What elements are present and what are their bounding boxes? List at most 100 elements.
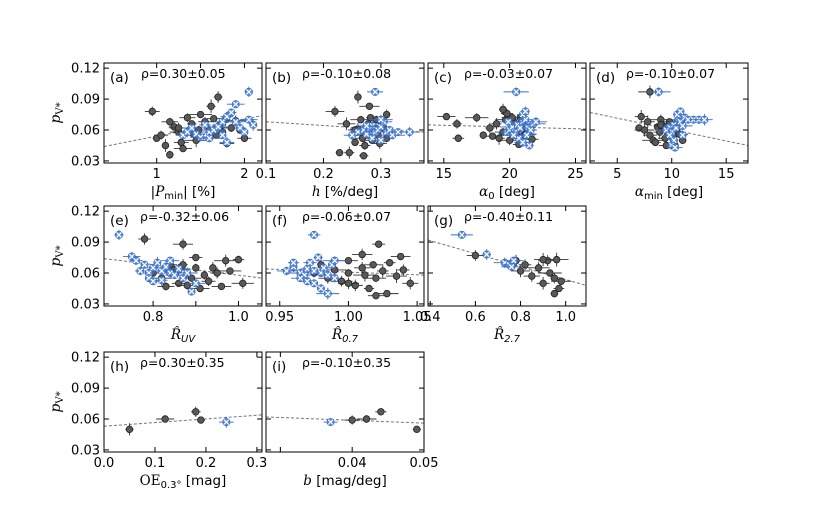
xtick-label: 0.1 xyxy=(256,167,277,182)
marker-dark xyxy=(348,416,356,424)
xtick-label: 0.3 xyxy=(371,167,392,182)
data-point xyxy=(553,284,565,293)
ytick-label: 0.06 xyxy=(71,267,100,282)
data-point-blue xyxy=(683,115,693,124)
marker-blue-cross xyxy=(505,118,512,125)
data-point-blue xyxy=(501,262,522,271)
x-axis-label: R̂UV xyxy=(170,327,196,345)
marker-dark xyxy=(162,282,170,291)
marker-dark xyxy=(161,141,170,150)
data-point xyxy=(166,150,174,159)
marker-dark xyxy=(442,112,451,121)
x-axis-label: h [%/deg] xyxy=(312,184,378,200)
data-point xyxy=(518,259,532,271)
marker-dark xyxy=(492,120,501,128)
data-point xyxy=(337,117,356,131)
marker-dark xyxy=(637,112,645,121)
marker-dark xyxy=(200,271,209,279)
marker-dark xyxy=(358,264,366,272)
data-point xyxy=(466,250,485,261)
data-point xyxy=(214,254,238,267)
data-point-blue xyxy=(287,258,299,267)
marker-blue-cross xyxy=(133,257,139,264)
data-point-blue xyxy=(114,229,124,241)
data-point-blue xyxy=(220,112,234,121)
data-point-blue xyxy=(153,256,162,269)
data-point-blue xyxy=(482,249,491,260)
marker-dark xyxy=(555,284,563,293)
x-axis-label: R̂0.7 xyxy=(331,327,359,345)
data-point xyxy=(397,264,410,276)
marker-dark xyxy=(335,148,344,157)
marker-blue-cross xyxy=(679,123,686,129)
marker-blue-cross xyxy=(325,290,331,297)
axes-frame xyxy=(265,62,425,164)
data-point xyxy=(551,277,572,285)
data-point xyxy=(353,268,377,282)
marker-dark xyxy=(222,256,230,265)
data-point-blue xyxy=(199,119,211,130)
data-point xyxy=(188,110,213,119)
xtick-label: 0.05 xyxy=(410,456,439,471)
marker-dark xyxy=(377,408,385,416)
marker-blue-cross xyxy=(523,132,530,138)
ytick-label: 0.09 xyxy=(71,236,100,251)
correlation-label: ρ=-0.10±0.07 xyxy=(626,66,715,81)
marker-dark xyxy=(473,113,481,122)
data-point-blue xyxy=(226,108,237,117)
marker-dark xyxy=(214,93,222,101)
marker-dark xyxy=(357,116,365,124)
marker-dark xyxy=(521,261,529,269)
xtick-label: 1 xyxy=(153,167,161,182)
marker-blue-cross xyxy=(246,116,252,123)
panel-d: 5 10 15 (d) ρ=-0.10±0.07 αmin [deg] xyxy=(589,62,749,202)
ytick-label: 0.06 xyxy=(71,124,100,139)
marker-blue-cross xyxy=(304,278,311,285)
y-axis-label: pV* xyxy=(48,102,66,123)
data-point xyxy=(351,138,359,147)
correlation-label: ρ=0.30±0.05 xyxy=(141,66,226,81)
marker-dark xyxy=(552,255,561,264)
data-point-blue xyxy=(310,279,319,288)
data-point xyxy=(412,425,421,434)
marker-dark xyxy=(651,138,660,147)
data-point-blue xyxy=(323,418,338,427)
marker-dark xyxy=(358,250,366,259)
data-point-blue xyxy=(316,287,340,300)
data-point-blue xyxy=(450,230,473,239)
marker-blue-cross xyxy=(206,135,213,142)
data-point-blue xyxy=(140,260,149,269)
ytick-label: 0.03 xyxy=(71,154,100,169)
marker-blue-cross xyxy=(483,251,490,258)
data-point-blue xyxy=(129,256,143,266)
marker-dark xyxy=(557,277,565,285)
x-axis-label: R̂2.7 xyxy=(493,327,521,345)
marker-dark xyxy=(192,253,200,262)
marker-blue-cross xyxy=(510,132,517,138)
data-point-blue xyxy=(518,131,536,140)
marker-dark xyxy=(183,113,192,122)
data-point-blue xyxy=(249,118,258,131)
marker-dark xyxy=(157,131,165,139)
data-point-blue xyxy=(663,129,676,141)
xtick-label: 1.0 xyxy=(555,310,576,325)
ytick-label: 0.12 xyxy=(71,351,100,366)
marker-dark xyxy=(406,279,414,288)
marker-dark xyxy=(499,105,507,114)
xtick-label: 1.05 xyxy=(403,310,432,325)
panel-label: (e) xyxy=(110,213,129,229)
data-point-blue xyxy=(696,113,713,126)
xtick-label: 0.8 xyxy=(510,310,531,325)
marker-blue-cross xyxy=(369,135,376,142)
xtick-label: 15 xyxy=(718,167,735,182)
data-point-blue xyxy=(322,256,347,265)
marker-blue-cross xyxy=(304,266,311,272)
marker-blue-cross xyxy=(685,116,691,123)
data-point-blue xyxy=(291,274,310,283)
marker-dark xyxy=(365,102,374,110)
data-point xyxy=(491,118,502,130)
marker-dark xyxy=(354,93,362,101)
marker-blue-cross xyxy=(163,264,169,270)
marker-blue-cross xyxy=(372,89,378,95)
marker-blue-cross xyxy=(158,277,165,284)
